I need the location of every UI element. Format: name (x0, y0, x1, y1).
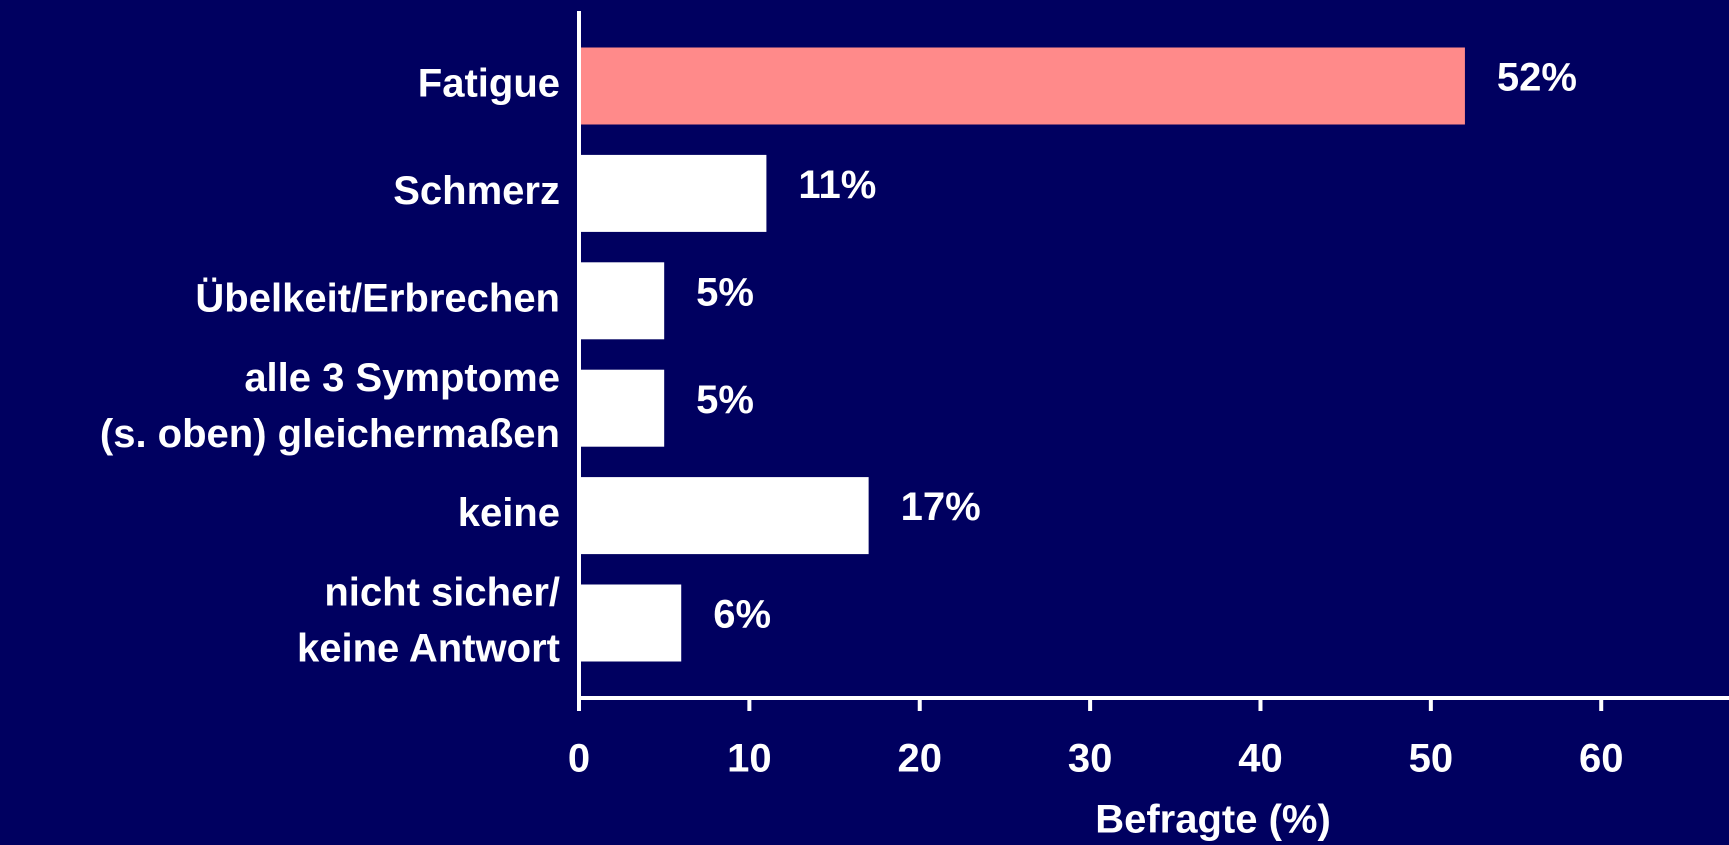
x-axis-title: Befragte (%) (1095, 798, 1331, 842)
value-label: 11% (798, 163, 876, 207)
y-tick-label: Übelkeit/Erbrechen (195, 275, 560, 320)
y-tick-label: keine Antwort (297, 627, 560, 671)
y-tick-label: alle 3 Symptome (244, 356, 560, 400)
y-tick-label: Fatigue (418, 62, 560, 106)
bar (579, 154, 767, 232)
bar (579, 262, 665, 340)
x-tick-label: 30 (1068, 737, 1113, 781)
value-label: 52% (1497, 56, 1577, 100)
y-tick-label: (s. oben) gleichermaßen (100, 412, 560, 456)
x-tick-label: 0 (568, 737, 590, 781)
bar (579, 47, 1465, 125)
value-label: 5% (696, 378, 754, 422)
bar (579, 477, 869, 555)
x-tick-label: 20 (897, 737, 942, 781)
bar (579, 369, 665, 447)
y-tick-label: nicht sicher/ (324, 571, 560, 615)
y-tick-label: Schmerz (393, 169, 560, 213)
x-tick-label: 60 (1579, 737, 1624, 781)
value-label: 5% (696, 270, 754, 314)
value-label: 17% (901, 485, 981, 529)
y-tick-label: keine (458, 491, 560, 535)
x-tick-label: 50 (1409, 737, 1454, 781)
value-label: 6% (713, 593, 771, 637)
bar (579, 584, 682, 662)
x-tick-label: 40 (1238, 737, 1283, 781)
x-tick-label: 10 (727, 737, 772, 781)
